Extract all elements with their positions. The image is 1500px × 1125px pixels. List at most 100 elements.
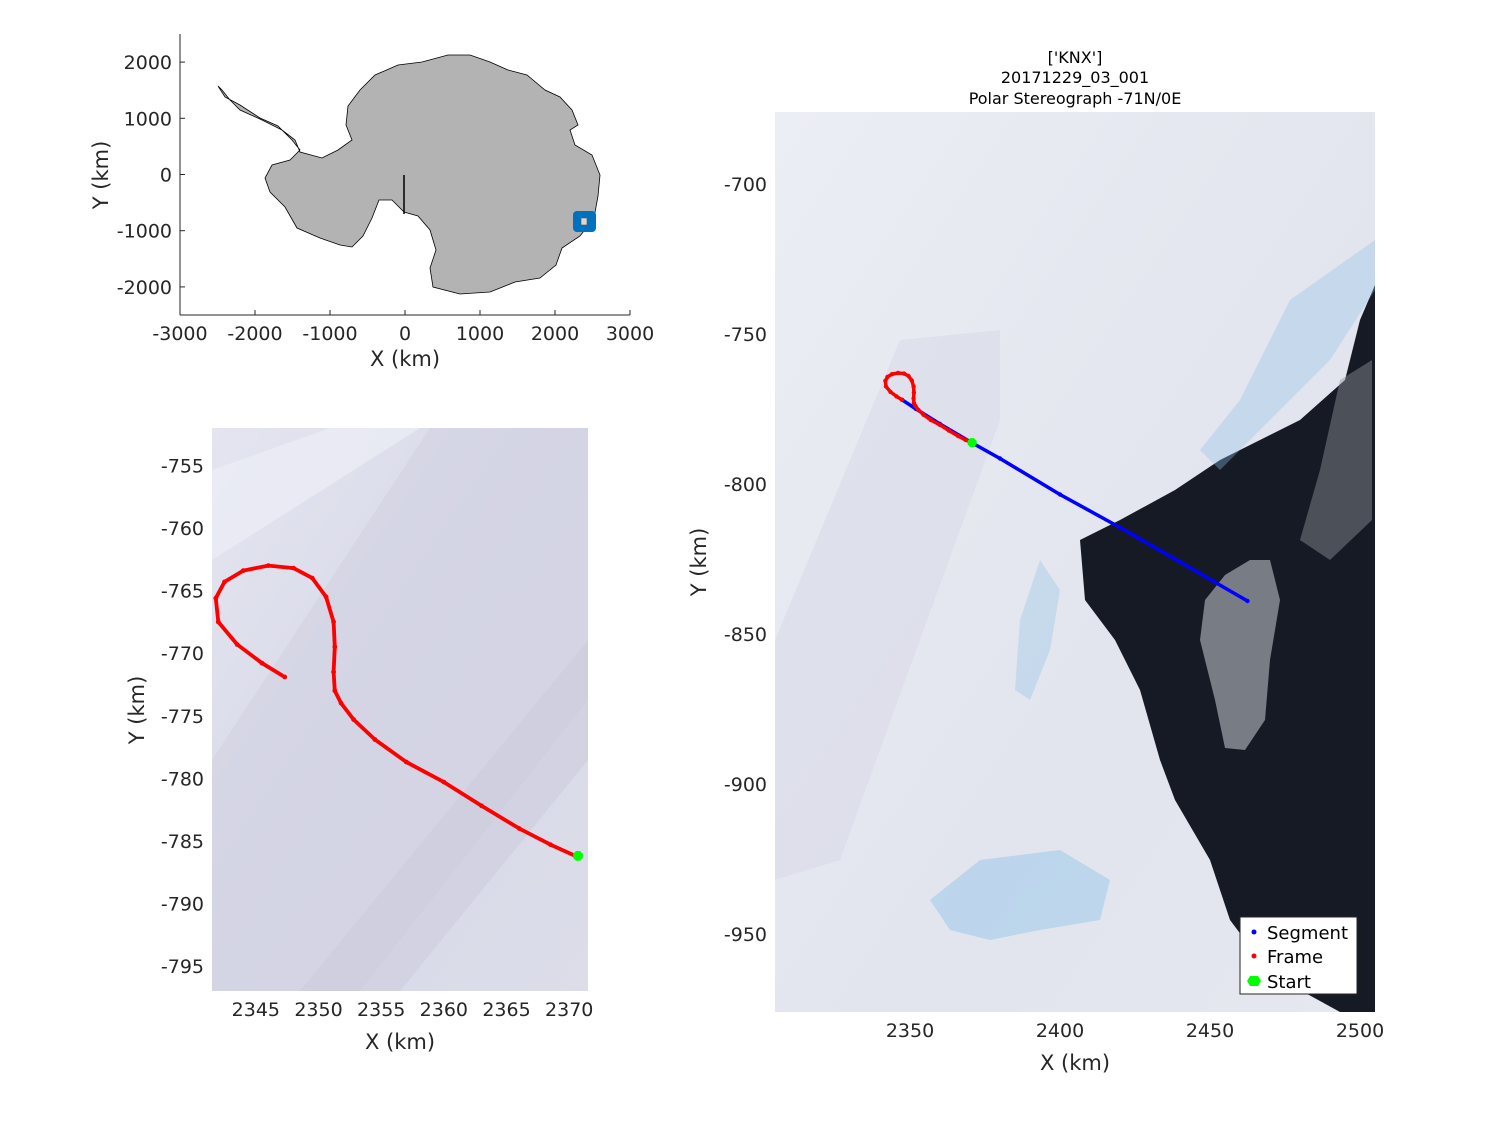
legend: Segment Frame Start — [1239, 916, 1358, 995]
zoom-x-tick-label: 2370 — [545, 999, 593, 1021]
overview-y-tick-label: 0 — [160, 165, 172, 187]
zoom-y-tick-label: -780 — [161, 768, 204, 790]
main-x-tick-label: 2350 — [886, 1020, 934, 1042]
zoom-x-tick-label: 2355 — [357, 999, 405, 1021]
zoom-frame-point — [234, 642, 240, 647]
main-x-tick-label: 2400 — [1036, 1020, 1084, 1042]
main-y-tick-label: -800 — [724, 474, 767, 496]
zoom-frame-point — [266, 563, 271, 568]
zoom-frame-point — [282, 674, 288, 680]
zoom-y-tick-label: -785 — [161, 831, 204, 853]
legend-frame-label: Frame — [1267, 947, 1323, 968]
main-panel: ['KNX'] 20171229_03_001 Polar Stereograp… — [687, 48, 1384, 1075]
main-frame-point — [937, 422, 943, 428]
zoom-y-tick-label: -765 — [161, 581, 204, 603]
blue-ice-patch-west — [1015, 560, 1060, 700]
zoom-frame-point — [240, 568, 246, 573]
overview-y-label: Y (km) — [89, 141, 113, 211]
overview-x-label: X (km) — [370, 347, 440, 371]
main-y-tick-label: -900 — [724, 774, 767, 796]
main-frame-point — [901, 371, 907, 376]
zoom-frame-point — [291, 565, 296, 571]
zoom-frame-point — [213, 595, 219, 601]
antarctica-landmass — [217, 54, 601, 295]
zoom-frame-point — [323, 594, 329, 600]
main-segment-point — [997, 456, 1003, 461]
overview-panel: -3000 -2000 -1000 0 1000 2000 3000 2000 1000 0 -1… — [89, 34, 654, 371]
zoom-y-tick-label: -760 — [161, 518, 204, 540]
zoom-imagery-highlight — [212, 428, 420, 560]
legend-start-label: Start — [1267, 972, 1311, 993]
zoom-imagery-band — [300, 640, 588, 991]
main-frame-point — [911, 396, 916, 401]
main-segment-point — [1117, 525, 1123, 530]
overview-y-tick-label: -2000 — [117, 277, 172, 299]
zoom-frame-point — [331, 619, 336, 625]
main-imagery-swath — [775, 330, 1000, 880]
overview-y-tick-label: -1000 — [117, 221, 172, 243]
zoom-x-tick-label: 2360 — [420, 999, 468, 1021]
main-frame-point — [921, 412, 926, 417]
main-frame-point — [916, 407, 921, 413]
main-segment-point — [1057, 492, 1063, 497]
main-frame-point — [894, 394, 899, 399]
overview-x-tick-label: 1000 — [456, 323, 504, 345]
main-title-line-1: ['KNX'] — [1048, 48, 1103, 67]
zoom-y-tick-label: -755 — [161, 456, 204, 478]
zoom-frame-point — [351, 717, 356, 722]
main-frame-point — [895, 370, 901, 376]
main-frame-point — [955, 433, 961, 439]
zoom-frame-point — [332, 644, 338, 650]
main-frame-point — [883, 384, 889, 389]
legend-frame-marker — [1251, 953, 1257, 959]
main-frame-point — [883, 378, 888, 383]
zoom-x-tick-label: 2345 — [232, 999, 280, 1021]
main-y-tick-label: -950 — [724, 924, 767, 946]
legend-start-marker — [1247, 976, 1261, 986]
sea-ice-strip — [1300, 360, 1372, 560]
overview-x-tick-label: -1000 — [302, 323, 357, 345]
zoom-frame-point — [548, 842, 553, 847]
main-frame-point — [889, 372, 895, 377]
blue-ice-patch-south — [930, 850, 1110, 940]
main-title-line-2: 20171229_03_001 — [1001, 68, 1149, 88]
main-x-label: X (km) — [1040, 1051, 1110, 1075]
zoom-frame-point — [259, 660, 265, 666]
zoom-start-marker — [573, 851, 583, 861]
location-marker-inner — [580, 217, 588, 226]
legend-segment-label: Segment — [1267, 923, 1348, 944]
zoom-frame-point — [516, 826, 522, 831]
zoom-x-tick-label: 2350 — [294, 999, 342, 1021]
main-frame-point — [885, 374, 890, 380]
sea-ice-floe — [1200, 560, 1280, 750]
main-start-marker — [967, 438, 977, 448]
zoom-frame-point — [338, 700, 344, 706]
main-y-tick-label: -850 — [724, 624, 767, 646]
main-frame-point — [909, 378, 914, 383]
main-frame-point — [963, 437, 968, 443]
overview-x-tick-label: 3000 — [606, 323, 654, 345]
zoom-panel: 2345 2350 2355 2360 2365 2370 -755 -760 -765 -77… — [125, 428, 593, 1054]
overview-x-tick-label: -2000 — [227, 323, 282, 345]
zoom-y-tick-label: -795 — [161, 956, 204, 978]
zoom-frame-point — [403, 759, 409, 765]
overview-x-tick-label: -3000 — [152, 323, 207, 345]
main-x-tick-label: 2500 — [1336, 1020, 1384, 1042]
zoom-frame-point — [309, 575, 315, 581]
main-frame-point — [913, 403, 918, 409]
zoom-frame-point — [331, 669, 336, 675]
overview-x-tick-label: 2000 — [531, 323, 579, 345]
main-frame-point — [899, 397, 905, 402]
zoom-frame-point — [372, 737, 378, 742]
zoom-frame-point — [222, 579, 227, 585]
zoom-frame-point — [441, 779, 447, 785]
zoom-frame-point — [479, 803, 484, 809]
main-segment-point — [1177, 559, 1183, 565]
zoom-x-label: X (km) — [365, 1030, 435, 1054]
overview-x-tick-label: 0 — [399, 323, 411, 345]
blue-ice-patch-coast — [1200, 240, 1375, 470]
main-frame-point — [946, 428, 952, 433]
main-segment-point — [1245, 598, 1250, 604]
zoom-y-tick-label: -770 — [161, 643, 204, 665]
